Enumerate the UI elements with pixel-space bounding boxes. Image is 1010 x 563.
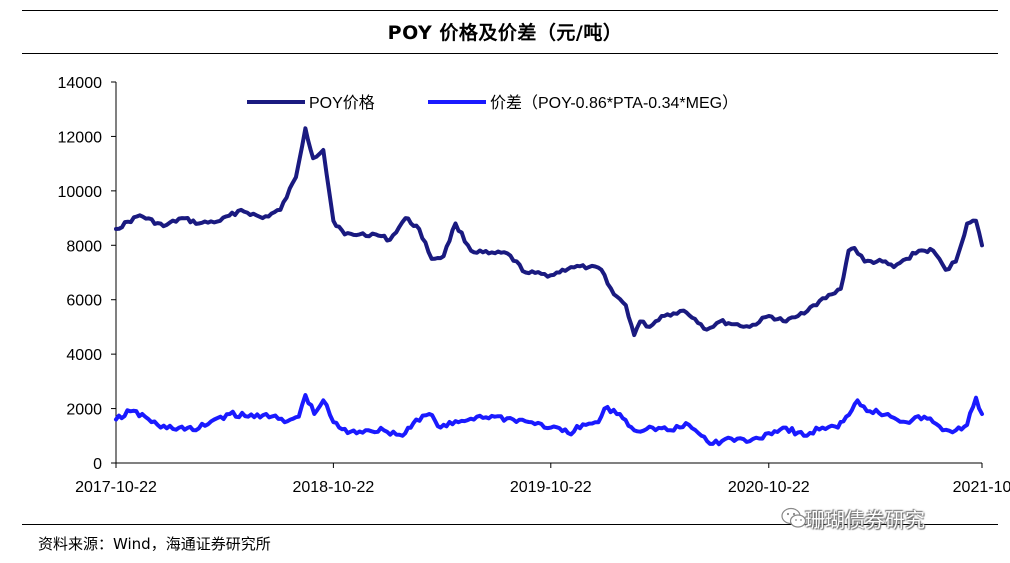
top-rule bbox=[22, 10, 998, 11]
legend-label: 价差（POY-0.86*PTA-0.34*MEG） bbox=[490, 94, 738, 112]
watermark: 珊瑚债券研究 bbox=[805, 508, 925, 532]
wechat-icon bbox=[781, 507, 807, 528]
source-note: 资料来源：Wind，海通证券研究所 bbox=[38, 535, 271, 553]
y-tick-label: 6000 bbox=[66, 293, 102, 310]
y-tick-label: 4000 bbox=[66, 347, 102, 364]
legend: POY价格 价差（POY-0.86*PTA-0.34*MEG） bbox=[247, 94, 738, 112]
x-tick-label: 2017-10-22 bbox=[75, 479, 157, 496]
x-tick-label: 2021-10 bbox=[953, 479, 1010, 496]
x-tick-label: 2019-10-22 bbox=[510, 479, 592, 496]
series-line-spread bbox=[114, 393, 984, 447]
bottom-rule bbox=[22, 524, 998, 525]
title-rule bbox=[22, 53, 998, 54]
legend-label: POY价格 bbox=[309, 94, 375, 112]
x-tick-label: 2020-10-22 bbox=[728, 479, 810, 496]
x-axis: 2017-10-22 2018-10-22 2019-10-22 2020-10-22… bbox=[75, 462, 1010, 496]
y-tick-label: 0 bbox=[93, 456, 102, 473]
y-axis: 0 2000 4000 6000 8000 10000 12000 14000 bbox=[58, 75, 117, 473]
y-tick-label: 14000 bbox=[58, 75, 103, 92]
x-tick-label: 2018-10-22 bbox=[292, 479, 374, 496]
series-line-poy-price bbox=[114, 126, 984, 338]
y-tick-label: 12000 bbox=[58, 129, 103, 146]
y-tick-label: 8000 bbox=[66, 238, 102, 255]
series-layer bbox=[114, 126, 984, 447]
chart-title: POY 价格及价差（元/吨） bbox=[387, 22, 623, 44]
y-tick-label: 2000 bbox=[66, 402, 102, 419]
y-tick-label: 10000 bbox=[58, 184, 103, 201]
